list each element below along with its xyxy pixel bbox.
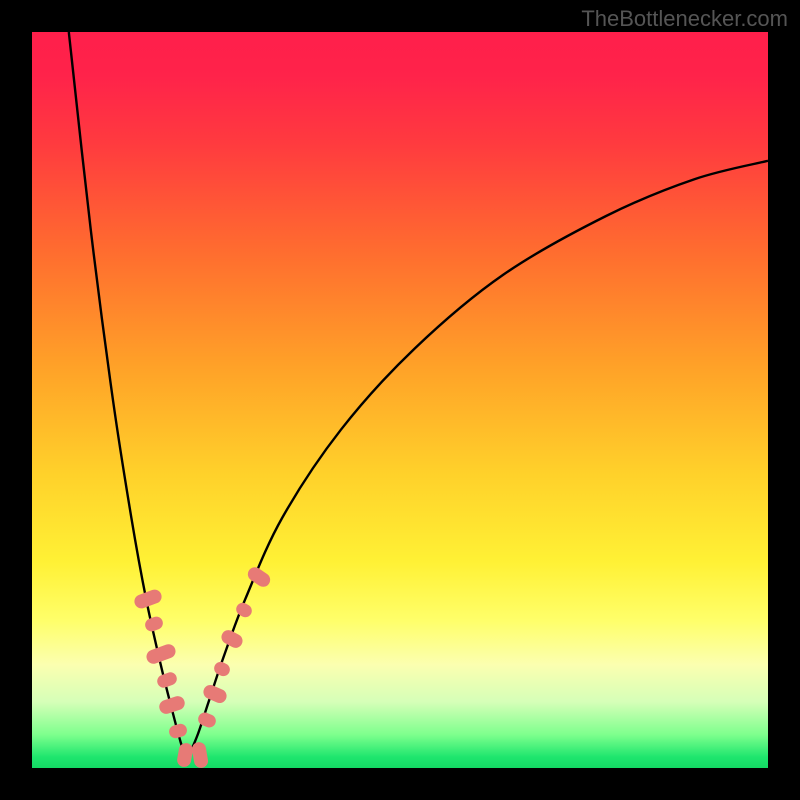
data-marker	[212, 659, 232, 678]
chart-root: TheBottlenecker.com	[0, 0, 800, 800]
data-marker	[133, 587, 164, 610]
data-marker	[167, 722, 188, 739]
data-marker	[234, 600, 254, 619]
data-marker	[245, 564, 273, 589]
data-marker	[201, 683, 229, 706]
data-marker	[191, 741, 209, 769]
plot-area	[32, 32, 768, 768]
data-marker	[196, 711, 218, 730]
data-marker	[219, 628, 245, 651]
watermark-text: TheBottlenecker.com	[581, 6, 788, 32]
data-marker	[155, 670, 178, 689]
data-markers	[32, 32, 768, 768]
data-marker	[144, 642, 177, 665]
data-marker	[143, 615, 164, 633]
data-marker	[157, 695, 186, 716]
